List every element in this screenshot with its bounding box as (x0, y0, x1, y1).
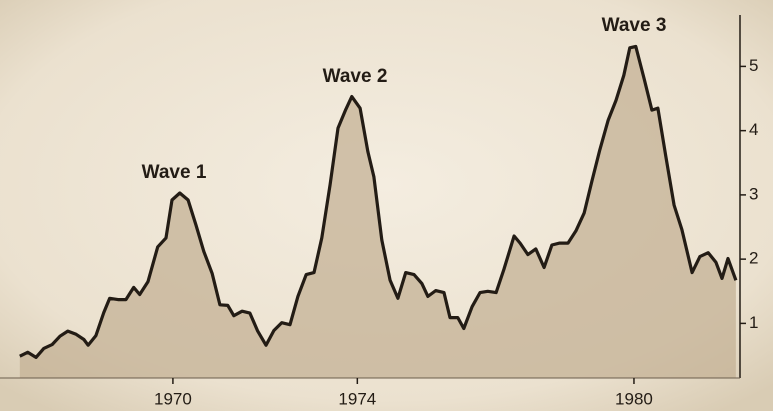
x-tick-label: 1980 (615, 389, 653, 408)
x-tick-label: 1974 (338, 389, 376, 408)
y-tick-label: 3 (749, 184, 758, 203)
x-tick-label: 1970 (154, 389, 192, 408)
annotation: Wave 2 (323, 66, 388, 87)
line (19, 44, 738, 359)
y-tick-label: 2 (749, 249, 758, 268)
y-tick-label: 4 (749, 120, 758, 139)
annotation: Wave 3 (602, 15, 667, 36)
y-tick-label: 5 (749, 56, 758, 75)
y-tick-label: 1 (749, 313, 758, 332)
annotation: Wave 1 (142, 162, 207, 183)
